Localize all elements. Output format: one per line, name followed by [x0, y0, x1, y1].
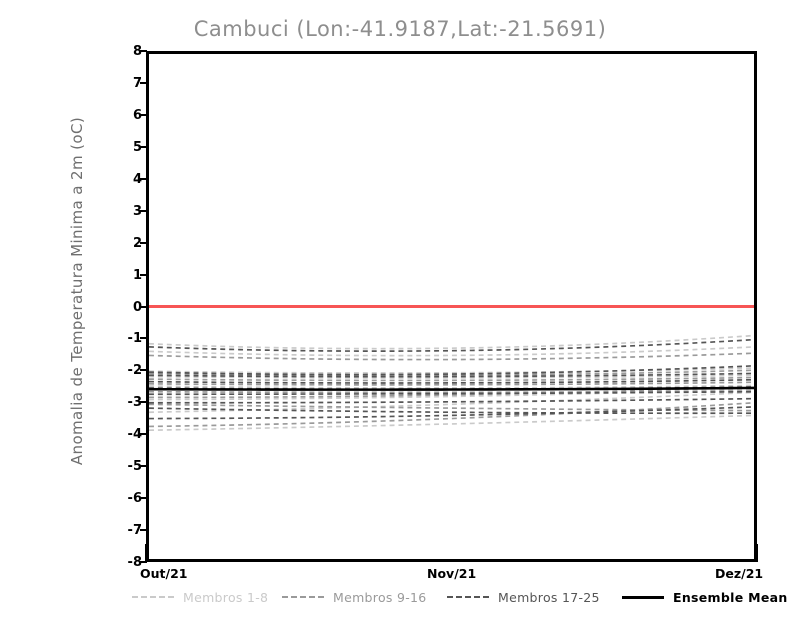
- legend-swatch-icon: [282, 596, 324, 598]
- series-member-line: [149, 346, 754, 357]
- y-axis-tick-neg1: -1: [127, 331, 142, 347]
- y-axis-tick-mark: [140, 529, 147, 532]
- series-member-line: [149, 338, 754, 352]
- legend-label: Ensemble Mean: [673, 589, 788, 605]
- y-axis-tick-neg7: -7: [127, 523, 142, 539]
- y-axis-label: Anomalia de Temperatura Minima a 2m (oC): [68, 116, 86, 466]
- chart-legend: Membros 1-8 Membros 9-16 Membros 17-25 Ense…: [132, 588, 787, 606]
- series-member-line: [149, 364, 754, 376]
- series-member-line: [149, 334, 754, 350]
- series-ensemble-mean: [149, 386, 754, 391]
- y-axis-tick-mark: [140, 209, 147, 212]
- y-axis-tick-mark: [140, 241, 147, 244]
- y-axis-tick-neg6: -6: [127, 491, 142, 507]
- y-axis-tick-2: 2: [132, 235, 142, 251]
- y-axis-tick-neg8: -8: [127, 555, 142, 570]
- x-axis-tick-mark: [756, 544, 758, 562]
- series-member-line: [149, 381, 754, 386]
- y-axis-tick-mark: [140, 465, 147, 468]
- series-member-line: [149, 414, 754, 432]
- legend-label: Membros 17-25: [498, 589, 600, 605]
- series-member-line: [149, 401, 754, 428]
- y-axis-tick-5: 5: [132, 139, 142, 155]
- series-member-line: [149, 406, 754, 420]
- series-member-line: [149, 407, 754, 415]
- plot-area: [146, 51, 757, 562]
- page-title: Cambuci (Lon:-41.9187,Lat:-21.5691): [193, 17, 607, 41]
- y-axis-tick-neg3: -3: [127, 395, 142, 411]
- legend-swatch-icon: [447, 596, 489, 598]
- y-axis-tick-3: 3: [132, 203, 142, 219]
- legend-label: Membros 9-16: [333, 589, 427, 605]
- y-axis-tick-mark: [140, 369, 147, 372]
- y-axis-tick-mark: [140, 145, 147, 148]
- y-axis-tick-mark: [140, 50, 147, 52]
- legend-item-membros-17-25[interactable]: Membros 17-25: [447, 590, 600, 605]
- series-member-line: [149, 378, 754, 384]
- y-axis-tick-6: 6: [132, 107, 142, 123]
- y-axis-tick-7: 7: [132, 75, 142, 91]
- series-member-line: [149, 369, 754, 377]
- y-axis-tick-mark: [140, 337, 147, 340]
- y-axis-tick-mark: [140, 433, 147, 436]
- y-axis-tick-mark: [140, 273, 147, 276]
- series-member-line: [149, 388, 754, 401]
- series-member-line: [149, 403, 754, 412]
- y-axis-tick-mark: [140, 113, 147, 116]
- y-axis-tick-mark: [140, 497, 147, 500]
- legend-label: Membros 1-8: [183, 589, 269, 605]
- series-member-line: [149, 390, 754, 396]
- y-axis-tick-mark: [140, 177, 147, 180]
- series-member-line: [149, 372, 754, 378]
- y-axis-tick-4: 4: [132, 171, 142, 187]
- plot-svg: [149, 305, 754, 432]
- y-axis-tick-neg2: -2: [127, 363, 142, 379]
- legend-item-membros-1-8[interactable]: Membros 1-8: [132, 590, 268, 605]
- y-axis-tick-neg5: -5: [127, 459, 142, 475]
- series-member-line: [149, 376, 754, 382]
- series-member-line: [149, 374, 754, 379]
- y-axis-tick-8: 8: [132, 44, 142, 59]
- y-axis-tick-neg4: -4: [127, 427, 142, 443]
- series-layer: [149, 334, 754, 432]
- series-member-line: [149, 367, 754, 374]
- legend-item-membros-9-16[interactable]: Membros 9-16: [282, 590, 427, 605]
- x-axis-tick-dez-21: Dez/21: [715, 566, 764, 581]
- series-member-line: [149, 384, 754, 389]
- series-member-line: [149, 397, 754, 404]
- y-axis-tick-0: 0: [132, 299, 142, 315]
- x-axis-tick-out-21: Out/21: [140, 566, 188, 581]
- legend-item-ensemble-mean[interactable]: Ensemble Mean: [622, 590, 788, 605]
- y-axis-tick-mark: [140, 561, 147, 563]
- legend-swatch-icon: [622, 595, 664, 599]
- series-member-line: [149, 352, 754, 361]
- y-axis-tick-mark: [140, 401, 147, 404]
- y-axis-tick-mark: [140, 305, 147, 308]
- series-member-line: [149, 390, 754, 394]
- x-axis-tick-nov-21: Nov/21: [427, 566, 477, 581]
- y-axis-tick-mark: [140, 81, 147, 84]
- y-axis-tick-1: 1: [132, 267, 142, 283]
- series-member-line: [149, 386, 754, 399]
- legend-swatch-icon: [132, 596, 174, 598]
